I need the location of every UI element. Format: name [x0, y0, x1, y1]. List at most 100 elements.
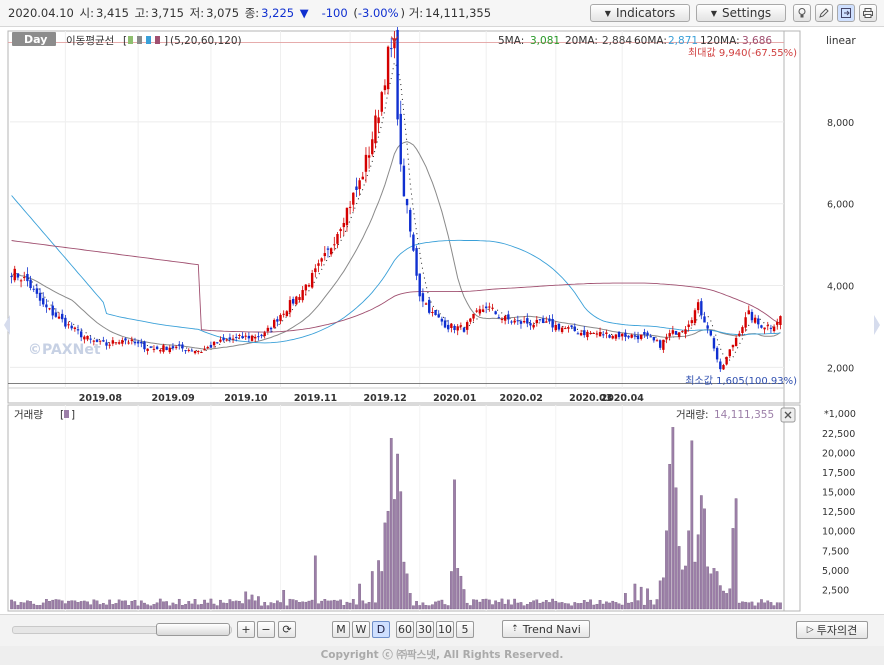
volume-bar [383, 522, 387, 610]
period-label: Day [24, 33, 47, 46]
pencil-icon[interactable] [815, 4, 833, 22]
volume-bar [624, 593, 627, 610]
volume-bar [120, 600, 124, 610]
period-badge[interactable] [12, 32, 56, 46]
period-week-button[interactable]: W [352, 621, 370, 638]
stock-chart[interactable]: 2,000 4,000 6,000 8,000 2019.08 2019.09 2019.1… [0, 27, 884, 614]
candle-body [83, 336, 86, 340]
volume-bar [456, 568, 460, 610]
zoom-out-button[interactable]: − [257, 621, 275, 638]
period-month-button[interactable]: M [332, 621, 350, 638]
zoom-in-button[interactable]: + [237, 621, 255, 638]
volume-bar [54, 599, 58, 610]
candle-body [703, 316, 706, 323]
lightbulb-icon[interactable] [793, 4, 811, 22]
candle-body [54, 312, 58, 317]
candle-body [108, 344, 111, 346]
candle-body [257, 336, 260, 338]
minute-60-button[interactable]: 60 [396, 621, 414, 638]
candle-body [573, 326, 576, 332]
candle-body [263, 332, 266, 337]
indicators-button[interactable]: ▼ Indicators [590, 4, 690, 22]
minute-30-button[interactable]: 30 [416, 621, 434, 638]
trend-navi-button[interactable]: ⇡ Trend Navi [502, 620, 590, 638]
candle-body [424, 303, 428, 305]
candle-body [285, 311, 289, 317]
volume-bar [586, 601, 589, 610]
volume-bar [775, 602, 779, 610]
scale-mode[interactable]: linear [826, 35, 856, 47]
volume-bar [317, 603, 320, 610]
minute-10-button[interactable]: 10 [436, 621, 454, 638]
candle-body [29, 279, 32, 289]
candle-body [352, 192, 355, 205]
expand-icon[interactable] [837, 4, 855, 22]
candle-body [320, 258, 323, 262]
candle-body [589, 333, 592, 335]
candle-body [652, 336, 656, 341]
zoom-slider-handle[interactable] [156, 623, 230, 636]
candle-body [526, 318, 529, 324]
volume-bar [38, 605, 42, 610]
low-value: 3,075 [206, 6, 240, 20]
scroll-left-arrow-icon[interactable] [4, 315, 10, 335]
volume-bar [598, 600, 602, 610]
print-icon[interactable] [859, 4, 877, 22]
ma120-line [11, 240, 781, 333]
candle-body [507, 314, 510, 320]
reset-button[interactable]: ⟳ [278, 621, 296, 638]
volume-bar [168, 605, 172, 610]
settings-button[interactable]: ▼ Settings [696, 4, 786, 22]
opinion-button[interactable]: ▷ 투자의견 [796, 621, 868, 639]
candle-body [114, 342, 118, 344]
candle-body [298, 297, 301, 301]
ma20-line [11, 141, 781, 350]
candle-body [643, 331, 646, 335]
candle-body [61, 313, 64, 320]
candle-body [380, 92, 383, 112]
candle-body [203, 349, 206, 351]
watermark-text: ©PAXNet [28, 342, 101, 358]
volume-bar [472, 599, 475, 610]
candle-body [383, 85, 387, 91]
minute-5-button[interactable]: 5 [456, 621, 474, 638]
candle-body [174, 346, 178, 348]
volume-bar [690, 440, 694, 610]
volume-bar [79, 601, 83, 610]
candle-body [79, 331, 83, 338]
period-day-button[interactable]: D [372, 621, 390, 638]
volume-bar [215, 605, 219, 610]
candle-body [23, 277, 26, 279]
candle-body [323, 253, 327, 257]
candle-body [279, 314, 282, 322]
candle-body [231, 338, 235, 340]
candle-body [244, 335, 247, 337]
volume-bar [174, 604, 178, 610]
candle-body [503, 316, 507, 321]
candle-body [358, 180, 361, 190]
candle-body [519, 321, 523, 324]
candle-body [159, 349, 162, 352]
volume-bar [16, 604, 20, 610]
settings-label: Settings [721, 6, 772, 20]
volume-bar [595, 604, 599, 610]
volume-bar [396, 453, 399, 610]
candle-body [665, 337, 668, 340]
candle-body [440, 318, 444, 322]
volume-bar [627, 602, 630, 610]
scroll-right-arrow-icon[interactable] [874, 315, 880, 335]
candle-body [216, 342, 219, 344]
volume-bar [522, 605, 526, 610]
candle-body [465, 322, 469, 330]
volume-bar [260, 605, 263, 610]
volume-bar [772, 605, 776, 610]
date-tick-label: 2019.10 [224, 393, 268, 404]
volume-bar [184, 604, 187, 610]
volume-bar [589, 599, 592, 610]
volume-bar [298, 602, 301, 610]
zoom-slider-track[interactable] [12, 626, 232, 634]
candle-body [766, 325, 769, 327]
candle-body [117, 342, 121, 344]
candle-body [333, 244, 336, 246]
ma-legend-close: ] [164, 35, 168, 47]
